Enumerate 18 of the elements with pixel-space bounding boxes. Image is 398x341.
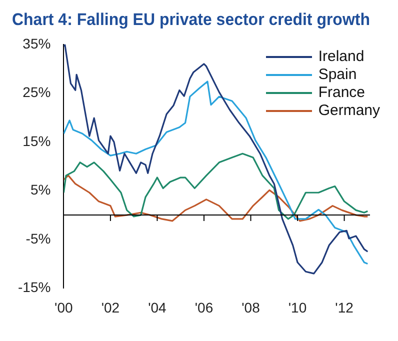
y-tick-label: -15%	[18, 279, 51, 296]
y-tick-label: -5%	[26, 230, 51, 246]
x-tick-label: '00	[54, 299, 74, 316]
y-tick-label: 35%	[22, 35, 51, 52]
legend-label: Germany	[318, 102, 380, 119]
y-tick-label: 25%	[22, 84, 51, 100]
y-tick-label: 15%	[22, 132, 51, 149]
legend-label: Spain	[318, 66, 357, 83]
legend-label: Ireland	[318, 48, 364, 65]
x-tick-label: '10	[288, 299, 307, 316]
x-tick-label: '04	[148, 299, 167, 316]
x-tick-label: '08	[242, 299, 260, 316]
chart-title: Chart 4: Falling EU private sector credit growth	[12, 10, 370, 30]
x-tick-label: '02	[101, 299, 120, 316]
x-tick-label: '12	[335, 299, 354, 316]
legend-label: France	[318, 84, 365, 101]
y-tick-label: 5%	[30, 182, 51, 198]
x-tick-label: '06	[194, 299, 214, 316]
